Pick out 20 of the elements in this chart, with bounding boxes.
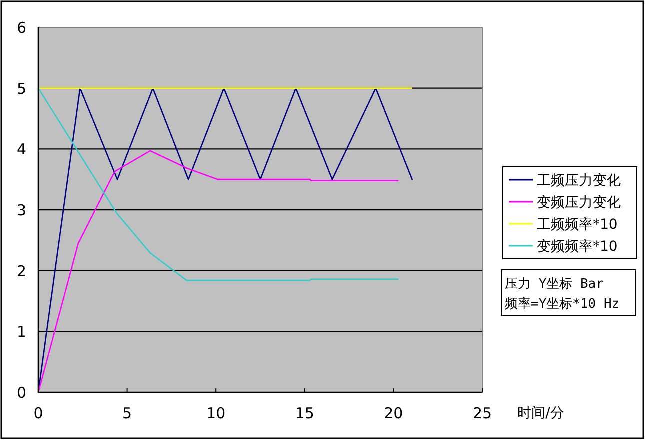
y-tick-label: 2 <box>16 262 26 280</box>
x-tick-label: 5 <box>122 404 132 422</box>
legend-label: 变频频率*10 <box>537 239 618 255</box>
y-tick-label: 3 <box>16 202 26 220</box>
x-axis-title: 时间/分 <box>518 406 564 422</box>
x-tick-label: 25 <box>472 404 492 422</box>
y-tick-label: 1 <box>16 323 26 342</box>
x-tick-label: 20 <box>384 404 404 422</box>
y-tick-label: 6 <box>16 19 26 37</box>
note: 压力 Y坐标 Bar <box>505 277 604 292</box>
x-tick-label: 10 <box>206 404 226 422</box>
x-tick-label: 0 <box>34 404 44 422</box>
y-tick-label: 5 <box>16 80 26 98</box>
note: 频率=Y坐标*10 Hz <box>505 297 620 312</box>
legend-label: 工频频率*10 <box>537 217 618 233</box>
y-tick-label: 0 <box>16 384 26 402</box>
legend-label: 工频压力变化 <box>537 173 621 189</box>
x-tick-label: 15 <box>295 404 314 422</box>
y-tick-label: 4 <box>16 140 26 159</box>
legend-label: 变频压力变化 <box>537 195 621 211</box>
